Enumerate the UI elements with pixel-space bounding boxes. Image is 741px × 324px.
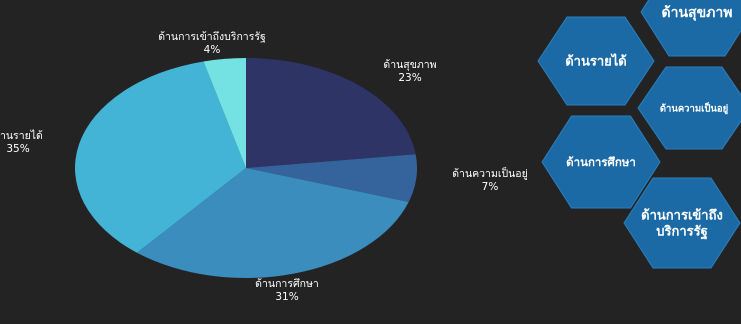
pie-slice: [137, 168, 409, 279]
hexagon-label: ด้านความเป็นอยู่: [660, 101, 728, 115]
hexagon-shape: [637, 66, 741, 150]
hexagon-shape: [640, 0, 741, 57]
slice-category-label: ด้านสุขภาพ: [383, 59, 436, 71]
pie-slice: [75, 61, 247, 253]
slice-percent-label: 7%: [482, 181, 499, 193]
slice-category-label: ด้านการเข้าถึงบริการรัฐ: [158, 31, 266, 43]
hexagon-label: ด้านสุขภาพ: [662, 5, 733, 21]
hexagon-label: ด้านรายได้: [565, 53, 627, 70]
pie-slice: [203, 58, 246, 168]
hexagon-shape: [537, 16, 655, 106]
hexagon-label: ด้านการศึกษา: [566, 155, 636, 169]
hexagon-label: บริการรัฐ: [656, 225, 708, 241]
slice-category-label: ด้านความเป็นอยู่: [452, 166, 528, 180]
pie-slice: [246, 58, 416, 168]
slice-category-label: ด้านรายได้: [0, 129, 43, 142]
slice-category-label: ด้านการศึกษา: [255, 278, 319, 290]
hexagon-shape: [541, 115, 661, 209]
hexagon-shape: [623, 177, 741, 269]
slice-percent-label: 23%: [398, 72, 421, 84]
pie-slice: [246, 154, 417, 202]
hexagon-label: ด้านการเข้าถึง: [641, 207, 723, 223]
slice-percent-label: 4%: [204, 44, 221, 56]
slice-percent-label: 35%: [6, 143, 29, 155]
slice-percent-label: 31%: [275, 291, 298, 303]
